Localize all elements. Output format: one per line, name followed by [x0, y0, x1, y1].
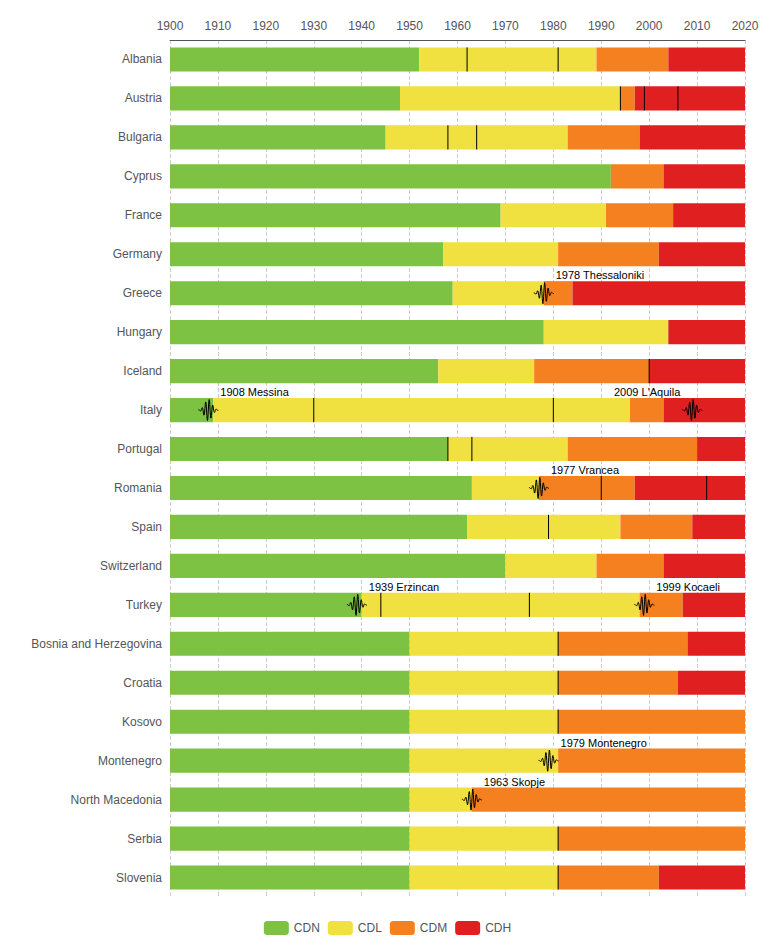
svg-text:Slovenia: Slovenia: [116, 871, 162, 885]
svg-text:1900: 1900: [157, 19, 184, 33]
svg-text:1910: 1910: [205, 19, 232, 33]
svg-text:1939 Erzincan: 1939 Erzincan: [369, 581, 439, 593]
svg-text:2000: 2000: [636, 19, 663, 33]
svg-text:2010: 2010: [684, 19, 711, 33]
svg-text:Croatia: Croatia: [123, 676, 162, 690]
svg-text:Germany: Germany: [113, 247, 162, 261]
svg-text:Italy: Italy: [140, 403, 162, 417]
svg-text:1980: 1980: [540, 19, 567, 33]
svg-text:Cyprus: Cyprus: [124, 169, 162, 183]
svg-text:Spain: Spain: [131, 520, 162, 534]
svg-text:Bulgaria: Bulgaria: [118, 130, 162, 144]
svg-text:1999 Kocaeli: 1999 Kocaeli: [656, 581, 720, 593]
svg-text:1970: 1970: [492, 19, 519, 33]
svg-text:Romania: Romania: [114, 481, 162, 495]
svg-text:North Macedonia: North Macedonia: [71, 793, 163, 807]
svg-text:Bosnia and Herzegovina: Bosnia and Herzegovina: [31, 637, 162, 651]
svg-text:Austria: Austria: [125, 91, 163, 105]
svg-text:2020: 2020: [732, 19, 759, 33]
svg-text:Kosovo: Kosovo: [122, 715, 162, 729]
svg-text:Greece: Greece: [123, 286, 163, 300]
svg-text:1908 Messina: 1908 Messina: [220, 386, 289, 398]
svg-text:1930: 1930: [300, 19, 327, 33]
svg-text:CDH: CDH: [485, 921, 511, 935]
svg-text:1960: 1960: [444, 19, 471, 33]
svg-text:CDN: CDN: [294, 921, 320, 935]
svg-text:1990: 1990: [588, 19, 615, 33]
svg-text:Switzerland: Switzerland: [100, 559, 162, 573]
svg-text:1920: 1920: [252, 19, 279, 33]
svg-text:Hungary: Hungary: [117, 325, 162, 339]
svg-text:CDL: CDL: [358, 921, 382, 935]
svg-text:Turkey: Turkey: [126, 598, 162, 612]
svg-text:1979 Montenegro: 1979 Montenegro: [561, 737, 647, 749]
svg-text:Albania: Albania: [122, 52, 162, 66]
svg-text:Portugal: Portugal: [117, 442, 162, 456]
svg-text:CDM: CDM: [420, 921, 447, 935]
svg-text:1940: 1940: [348, 19, 375, 33]
svg-text:1963 Skopje: 1963 Skopje: [484, 776, 545, 788]
svg-text:1977 Vrancea: 1977 Vrancea: [551, 464, 620, 476]
svg-text:Montenegro: Montenegro: [98, 754, 162, 768]
svg-text:2009 L'Aquila: 2009 L'Aquila: [614, 386, 681, 398]
svg-text:France: France: [125, 208, 163, 222]
svg-text:Serbia: Serbia: [127, 832, 162, 846]
svg-text:1950: 1950: [396, 19, 423, 33]
svg-text:Iceland: Iceland: [123, 364, 162, 378]
svg-text:1978 Thessaloniki: 1978 Thessaloniki: [556, 269, 644, 281]
